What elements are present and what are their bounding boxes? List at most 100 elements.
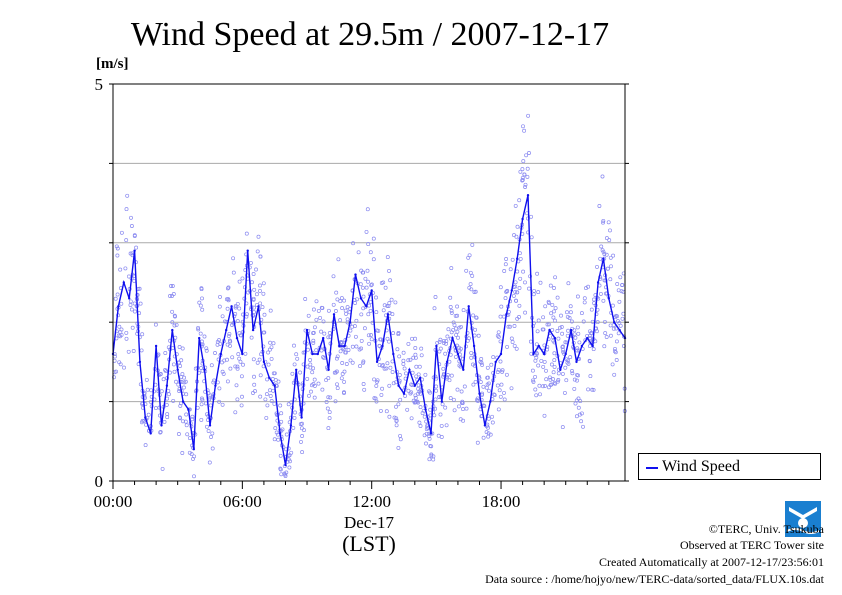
scatter-point xyxy=(300,434,305,438)
scatter-point xyxy=(417,364,422,369)
scatter-point xyxy=(504,257,509,261)
scatter-point xyxy=(390,370,395,374)
scatter-point xyxy=(318,315,323,320)
series-point xyxy=(316,352,319,356)
scatter-point xyxy=(258,301,263,306)
scatter-point xyxy=(416,391,421,396)
scatter-point xyxy=(490,420,495,425)
scatter-point xyxy=(138,301,143,306)
scatter-point xyxy=(464,406,469,411)
scatter-point xyxy=(237,356,242,361)
scatter-point xyxy=(278,453,283,458)
scatter-point xyxy=(157,405,162,410)
scatter-point xyxy=(235,319,240,324)
scatter-point xyxy=(144,377,149,382)
series-point xyxy=(499,352,503,356)
scatter-point xyxy=(204,346,209,351)
scatter-point xyxy=(397,373,402,377)
scatter-point xyxy=(481,435,486,440)
scatter-point xyxy=(359,338,364,343)
scatter-point xyxy=(419,353,424,358)
scatter-point xyxy=(113,296,118,301)
scatter-point xyxy=(576,373,581,378)
scatter-point xyxy=(308,358,313,362)
scatter-point xyxy=(132,309,137,314)
scatter-point xyxy=(550,327,555,332)
scatter-point xyxy=(369,337,374,342)
scatter-point xyxy=(503,262,508,267)
scatter-point xyxy=(587,358,592,363)
scatter-point xyxy=(387,339,391,344)
scatter-point xyxy=(546,322,551,327)
scatter-point xyxy=(518,256,523,261)
scatter-point xyxy=(286,402,291,407)
scatter-point xyxy=(548,283,553,288)
scatter-point xyxy=(387,414,392,419)
series-point xyxy=(278,432,282,435)
series-point xyxy=(354,273,357,276)
scatter-point xyxy=(271,341,276,346)
scatter-point xyxy=(342,298,347,303)
scatter-point xyxy=(171,362,176,367)
series-point xyxy=(505,313,508,316)
scatter-point xyxy=(261,344,266,349)
scatter-point xyxy=(292,362,297,367)
series-point xyxy=(198,336,201,340)
scatter-point xyxy=(372,377,377,382)
scatter-point xyxy=(579,311,584,316)
series-point xyxy=(456,352,460,356)
scatter-point xyxy=(620,316,625,321)
scatter-point xyxy=(225,306,230,311)
scatter-point xyxy=(172,313,177,318)
scatter-point xyxy=(588,340,593,345)
scatter-point xyxy=(568,310,573,315)
scatter-point xyxy=(587,344,592,349)
scatter-point xyxy=(419,346,424,351)
scatter-point xyxy=(237,306,242,311)
scatter-point xyxy=(520,178,525,183)
scatter-point xyxy=(342,369,347,374)
scatter-point xyxy=(551,315,556,320)
scatter-point xyxy=(360,285,365,290)
scatter-point xyxy=(374,399,379,404)
scatter-point xyxy=(495,383,500,388)
scatter-point xyxy=(140,418,145,423)
series-point xyxy=(381,344,384,348)
scatter-point xyxy=(346,348,351,352)
scatter-point xyxy=(236,352,241,357)
scatter-point xyxy=(574,398,579,403)
scatter-point xyxy=(362,387,367,392)
scatter-point xyxy=(553,275,558,280)
scatter-point xyxy=(416,400,420,405)
scatter-point xyxy=(200,307,205,312)
scatter-point xyxy=(568,355,573,360)
scatter-point xyxy=(496,367,501,372)
legend-label: Wind Speed xyxy=(662,458,741,475)
x-axis-label: (LST) xyxy=(342,531,396,556)
scatter-point xyxy=(176,432,181,436)
scatter-point xyxy=(251,296,256,301)
scatter-point xyxy=(529,214,534,219)
scatter-point xyxy=(434,388,439,393)
scatter-point xyxy=(499,382,504,387)
scatter-point xyxy=(273,426,278,431)
scatter-point xyxy=(567,316,572,320)
scatter-point xyxy=(573,335,578,340)
scatter-point xyxy=(158,430,163,435)
scatter-point xyxy=(118,362,123,367)
scatter-point xyxy=(174,379,178,384)
series-point xyxy=(203,368,206,371)
scatter-point xyxy=(187,436,192,441)
scatter-point xyxy=(230,323,234,327)
scatter-point xyxy=(464,268,469,273)
scatter-point xyxy=(570,371,575,376)
scatter-point xyxy=(299,426,304,431)
scatter-point xyxy=(235,301,240,306)
scatter-point xyxy=(472,290,477,295)
scatter-point xyxy=(433,397,438,402)
series-point xyxy=(332,313,336,316)
scatter-point xyxy=(501,314,506,319)
scatter-point xyxy=(582,300,587,305)
scatter-point xyxy=(562,390,567,395)
series-point xyxy=(543,352,546,356)
